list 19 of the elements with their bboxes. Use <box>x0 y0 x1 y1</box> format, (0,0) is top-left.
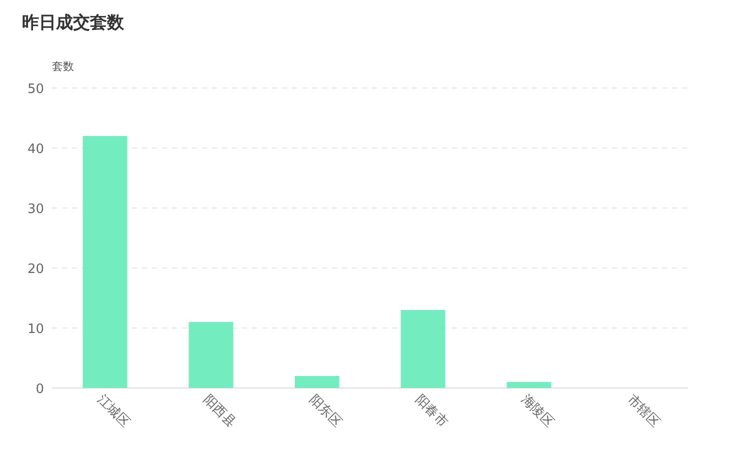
y-axis-title: 套数 <box>52 60 74 73</box>
bar <box>188 322 234 388</box>
bar <box>400 310 446 388</box>
x-tick-label: 市辖区 <box>624 392 662 430</box>
bar <box>506 382 552 388</box>
x-tick-label: 阳西县 <box>200 392 238 430</box>
bar <box>82 136 128 388</box>
y-tick-label: 50 <box>27 82 44 97</box>
chart-title: 昨日成交套数 <box>22 13 125 33</box>
y-tick-label: 0 <box>36 382 44 397</box>
y-tick-label: 30 <box>27 202 44 217</box>
x-tick-label: 阳春市 <box>412 392 450 430</box>
bar <box>294 376 340 388</box>
y-tick-label: 40 <box>27 142 44 157</box>
x-tick-label: 阳东区 <box>306 392 344 430</box>
x-tick-label: 海陵区 <box>518 392 556 430</box>
x-tick-label: 江城区 <box>94 392 132 430</box>
y-tick-label: 20 <box>27 262 44 277</box>
y-tick-label: 10 <box>27 322 44 337</box>
